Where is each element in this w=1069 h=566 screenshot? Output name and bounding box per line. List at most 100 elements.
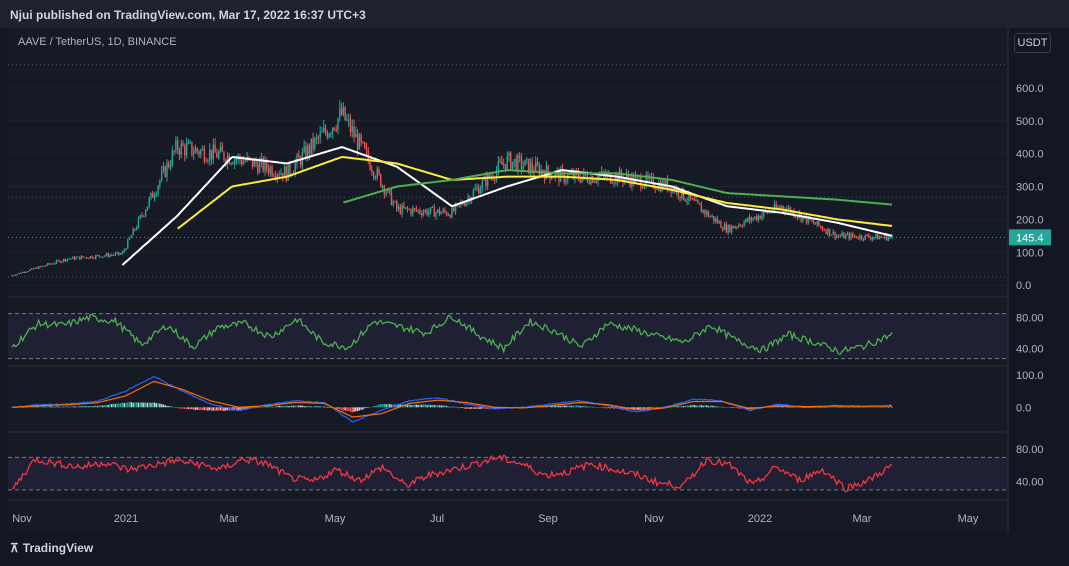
candle-body <box>390 190 393 206</box>
macd-histogram-bar <box>271 406 273 408</box>
candle-body <box>198 151 200 155</box>
candle-body <box>755 216 758 221</box>
candle-body <box>422 212 425 216</box>
macd-histogram-bar <box>396 403 398 408</box>
candle-body <box>451 208 453 218</box>
macd-y-tick: 100.0 <box>1016 370 1044 382</box>
macd-histogram-bar <box>574 405 576 408</box>
macd-histogram-bar <box>700 405 703 408</box>
candle-body <box>889 236 891 238</box>
candle-body <box>70 258 72 260</box>
candle-body <box>160 171 163 181</box>
macd-histogram-bar <box>698 404 701 408</box>
macd-histogram-bar <box>422 404 425 408</box>
macd-histogram-bar <box>853 407 856 408</box>
candle-body <box>821 227 824 230</box>
macd-histogram-bar <box>404 404 407 408</box>
candle-body <box>339 108 341 119</box>
oscillator-line <box>11 454 892 493</box>
candle-body <box>328 133 330 138</box>
macd-histogram-bar <box>559 406 562 408</box>
candle-body <box>119 253 122 255</box>
macd-histogram-bar <box>695 405 697 408</box>
macd-histogram-bar <box>798 407 801 408</box>
symbol-label: AAVE / TetherUS, 1D, BINANCE <box>18 36 177 48</box>
x-tick-label: May <box>958 513 979 525</box>
candle-body <box>686 200 688 202</box>
macd-histogram-bar <box>312 406 314 408</box>
candle-body <box>189 142 191 144</box>
candle-body <box>850 233 852 239</box>
candle-body <box>310 138 312 154</box>
candle-body <box>800 213 802 222</box>
candle-body <box>30 268 33 270</box>
macd-histogram-bar <box>308 405 311 408</box>
candle-body <box>433 206 435 217</box>
macd-histogram-bar <box>201 407 204 411</box>
macd-histogram-bar <box>820 407 822 408</box>
macd-histogram-bar <box>438 405 441 408</box>
candle-body <box>478 187 480 194</box>
macd-histogram-bar <box>850 406 852 408</box>
candle-body <box>27 271 29 273</box>
candle-body <box>210 149 213 160</box>
candle-body <box>217 152 220 158</box>
macd-histogram-bar <box>440 405 443 408</box>
candle-body <box>748 216 751 222</box>
macd-histogram-bar <box>412 404 414 408</box>
x-tick-label: Mar <box>853 513 872 525</box>
candle-body <box>371 169 373 173</box>
candle-body <box>535 161 537 173</box>
macd-histogram-bar <box>640 407 642 409</box>
candle-body <box>875 233 877 238</box>
macd-histogram-bar <box>729 407 731 408</box>
macd-histogram-bar <box>339 407 341 410</box>
candle-body <box>25 271 27 273</box>
candle-body <box>643 185 646 188</box>
candle-body <box>836 235 838 238</box>
macd-histogram-bar <box>169 405 172 408</box>
candle-body <box>713 216 715 222</box>
macd-histogram-bar <box>360 407 362 410</box>
macd-histogram-bar <box>292 405 295 408</box>
candle-body <box>697 199 699 203</box>
macd-histogram-bar <box>258 407 261 408</box>
chart-area[interactable] <box>8 28 1009 533</box>
candle-body <box>613 182 615 184</box>
macd-histogram-bar <box>672 406 674 408</box>
candle-body <box>747 218 749 222</box>
macd-histogram-bar <box>205 407 207 411</box>
currency-button[interactable]: USDT <box>1014 33 1051 53</box>
candle-body <box>283 166 286 178</box>
candle-body <box>834 231 836 238</box>
candle-body <box>394 201 396 203</box>
macd-histogram-bar <box>659 407 662 408</box>
candle-body <box>312 138 314 149</box>
macd-histogram-bar <box>112 403 115 408</box>
candle-body <box>656 189 658 191</box>
macd-histogram-bar <box>795 407 797 408</box>
candle-body <box>241 159 243 165</box>
macd-histogram-bar <box>415 404 418 408</box>
candle-body <box>381 185 384 187</box>
macd-histogram-bar <box>830 406 833 408</box>
macd-histogram-bar <box>593 407 596 408</box>
macd-histogram-bar <box>786 406 788 408</box>
macd-histogram-bar <box>551 405 553 408</box>
macd-histogram-bar <box>27 406 29 408</box>
candle-body <box>399 206 402 214</box>
candle-body <box>625 174 628 179</box>
candle-body <box>128 238 131 240</box>
candle-body <box>421 213 423 216</box>
candle-body <box>599 175 601 177</box>
candle-body <box>437 209 439 213</box>
macd-histogram-bar <box>330 407 332 408</box>
candle-body <box>517 155 519 171</box>
macd-histogram-bar <box>713 406 715 408</box>
candle-body <box>335 129 337 131</box>
macd-histogram-bar <box>39 406 42 408</box>
macd-histogram-bar <box>688 405 690 408</box>
candle-body <box>531 162 533 171</box>
macd-histogram-bar <box>369 406 371 408</box>
